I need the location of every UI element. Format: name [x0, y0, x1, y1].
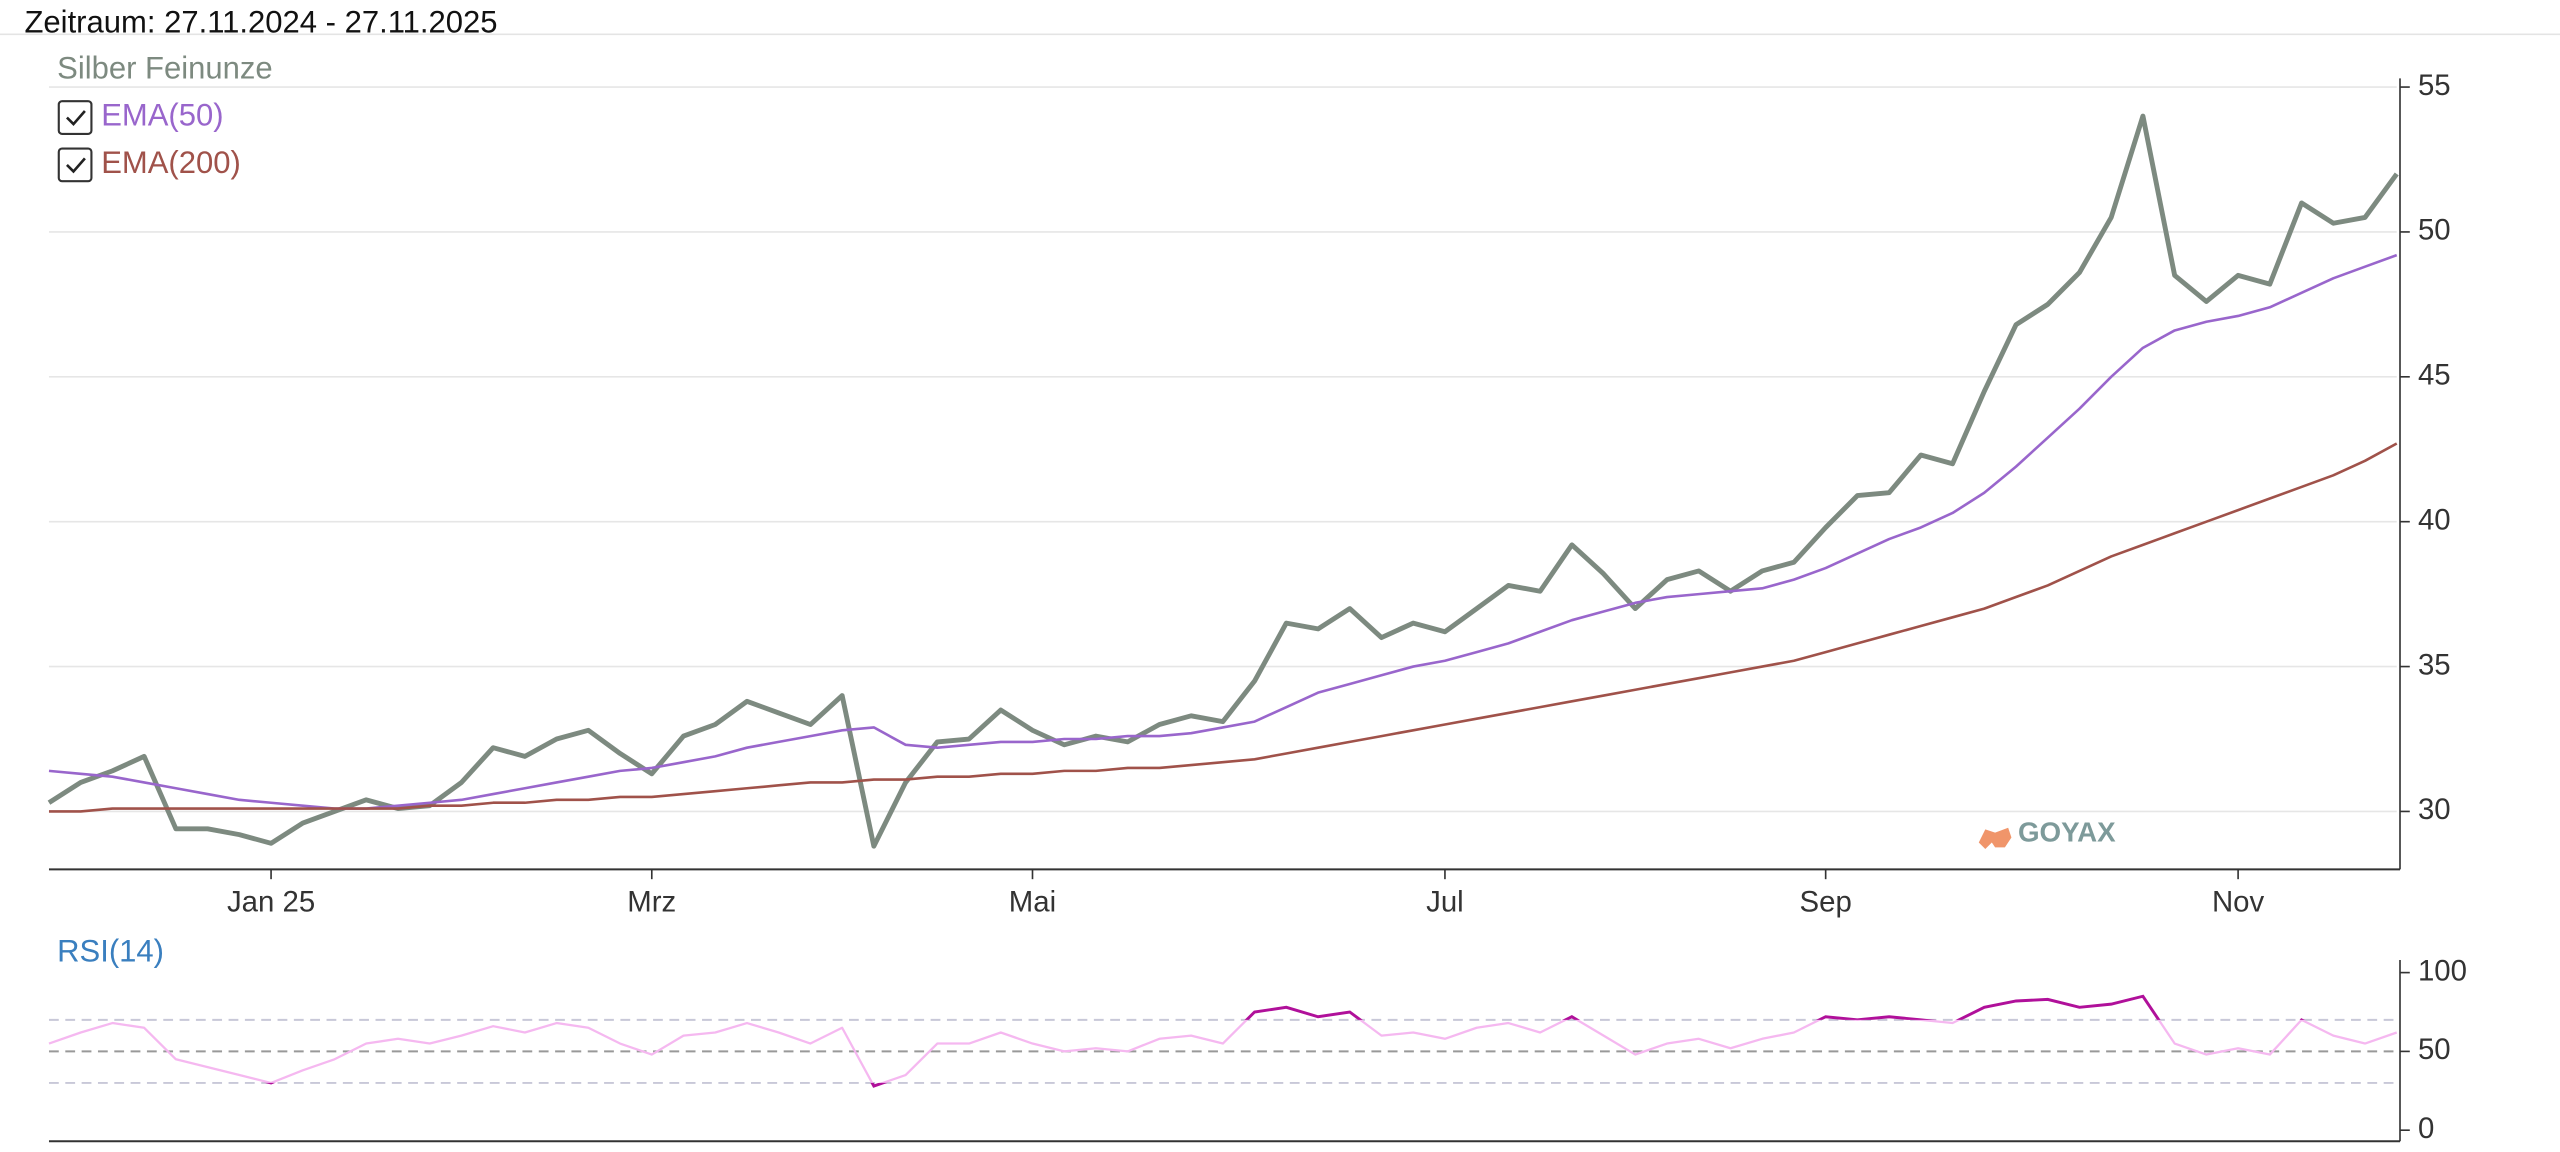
series-line: [48, 995, 2398, 1088]
y-tick-label: 50: [2418, 214, 2451, 247]
legend-label: RSI(14): [57, 934, 164, 969]
y-tick-label: 100: [2418, 954, 2467, 987]
series-line: [48, 442, 2398, 813]
y-tick-label: 55: [2418, 69, 2451, 102]
x-tick-label: Mai: [1009, 885, 1056, 918]
legend-checkbox[interactable]: [57, 147, 93, 183]
y-tick-label: 35: [2418, 648, 2451, 681]
x-tick-label: Jan 25: [227, 885, 315, 918]
x-tick-label: Jul: [1426, 885, 1464, 918]
x-tick-label: Nov: [2212, 885, 2265, 918]
watermark-icon: [1978, 827, 2012, 849]
legend-label: EMA(200): [101, 145, 241, 180]
series-highlight: [48, 994, 2397, 1088]
x-tick-label: Sep: [1800, 885, 1852, 918]
legend-checkmark: [66, 157, 86, 174]
legend-title: Silber Feinunze: [57, 50, 273, 85]
legend-checkmark: [66, 110, 86, 126]
series-line: [47, 113, 2399, 849]
x-tick-label: Mrz: [627, 885, 676, 918]
series-line: [48, 253, 2398, 810]
legend-checkbox[interactable]: [57, 100, 93, 135]
y-tick-label: 45: [2418, 359, 2451, 392]
watermark: GOYAX: [2018, 817, 2116, 848]
legend-label: EMA(50): [101, 98, 223, 133]
y-tick-label: 0: [2418, 1112, 2434, 1145]
y-tick-label: 40: [2418, 503, 2451, 536]
y-tick-label: 50: [2418, 1033, 2451, 1066]
y-tick-label: 30: [2418, 793, 2451, 826]
